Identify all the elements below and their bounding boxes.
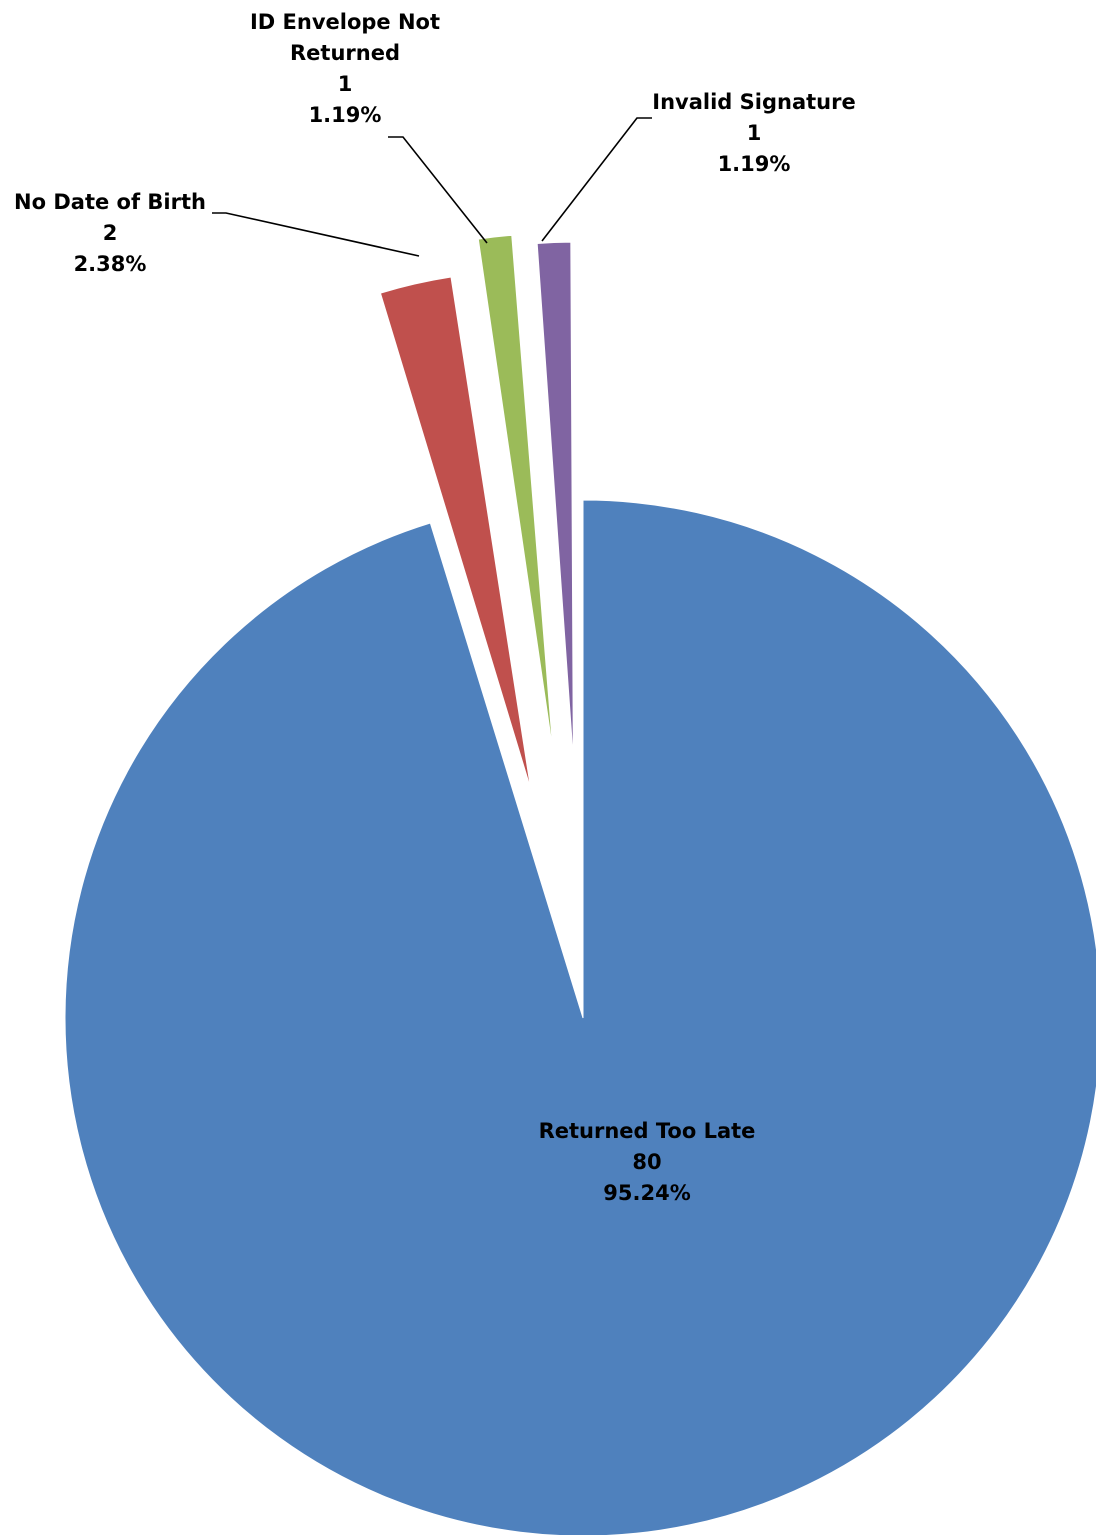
data-label-value-returned-too-late: 80 [632,1150,661,1174]
leader-line-no-date-of-birth [212,212,420,257]
data-label-value-id-envelope-not-returned: 1 [338,72,353,96]
data-label-percent-id-envelope-not-returned: 1.19% [309,103,382,127]
leader-line-invalid-signature [541,117,652,242]
pie-slice-returned-too-late [64,499,1096,1535]
data-label-name-id-envelope-not-returned: ID Envelope Not [250,10,440,34]
data-label-name-id-envelope-not-returned: Returned [290,41,400,65]
label-leader-lines [212,117,652,257]
data-label-name-returned-too-late: Returned Too Late [539,1119,756,1143]
data-label-percent-returned-too-late: 95.24% [603,1181,690,1205]
data-label-percent-no-date-of-birth: 2.38% [74,252,147,276]
data-label-id-envelope-not-returned: ID Envelope Not Returned 1 1.19% [250,10,440,127]
data-label-value-invalid-signature: 1 [747,121,762,145]
data-label-invalid-signature: Invalid Signature 1 1.19% [652,90,855,176]
data-label-returned-too-late: Returned Too Late 80 95.24% [539,1119,756,1205]
pie-slices [64,234,1096,1535]
data-label-value-no-date-of-birth: 2 [103,221,118,245]
leader-line-id-envelope-not-returned [388,136,488,244]
pie-slice-no-date-of-birth [379,276,532,790]
data-label-name-no-date-of-birth: No Date of Birth [14,190,206,214]
data-label-percent-invalid-signature: 1.19% [718,152,791,176]
pie-slice-invalid-signature [536,241,574,761]
data-label-no-date-of-birth: No Date of Birth 2 2.38% [14,190,206,276]
data-labels: Returned Too Late 80 95.24% No Date of Birt… [14,10,856,1205]
data-label-name-invalid-signature: Invalid Signature [652,90,855,114]
pie-slice-id-envelope-not-returned [477,234,554,752]
